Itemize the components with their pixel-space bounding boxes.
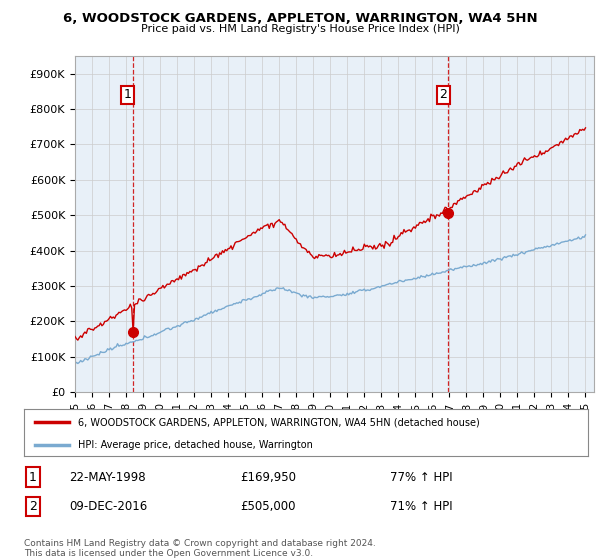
- Text: 09-DEC-2016: 09-DEC-2016: [69, 500, 147, 514]
- Text: 22-MAY-1998: 22-MAY-1998: [69, 470, 146, 484]
- Text: £169,950: £169,950: [240, 470, 296, 484]
- Text: 1: 1: [124, 88, 131, 101]
- Text: HPI: Average price, detached house, Warrington: HPI: Average price, detached house, Warr…: [77, 440, 313, 450]
- Text: Price paid vs. HM Land Registry's House Price Index (HPI): Price paid vs. HM Land Registry's House …: [140, 24, 460, 34]
- Text: 77% ↑ HPI: 77% ↑ HPI: [390, 470, 452, 484]
- Text: Contains HM Land Registry data © Crown copyright and database right 2024.
This d: Contains HM Land Registry data © Crown c…: [24, 539, 376, 558]
- Text: 2: 2: [29, 500, 37, 514]
- Text: £505,000: £505,000: [240, 500, 296, 514]
- Text: 2: 2: [439, 88, 447, 101]
- Text: 1: 1: [29, 470, 37, 484]
- Text: 6, WOODSTOCK GARDENS, APPLETON, WARRINGTON, WA4 5HN (detached house): 6, WOODSTOCK GARDENS, APPLETON, WARRINGT…: [77, 417, 479, 427]
- Text: 6, WOODSTOCK GARDENS, APPLETON, WARRINGTON, WA4 5HN: 6, WOODSTOCK GARDENS, APPLETON, WARRINGT…: [62, 12, 538, 25]
- Text: 71% ↑ HPI: 71% ↑ HPI: [390, 500, 452, 514]
